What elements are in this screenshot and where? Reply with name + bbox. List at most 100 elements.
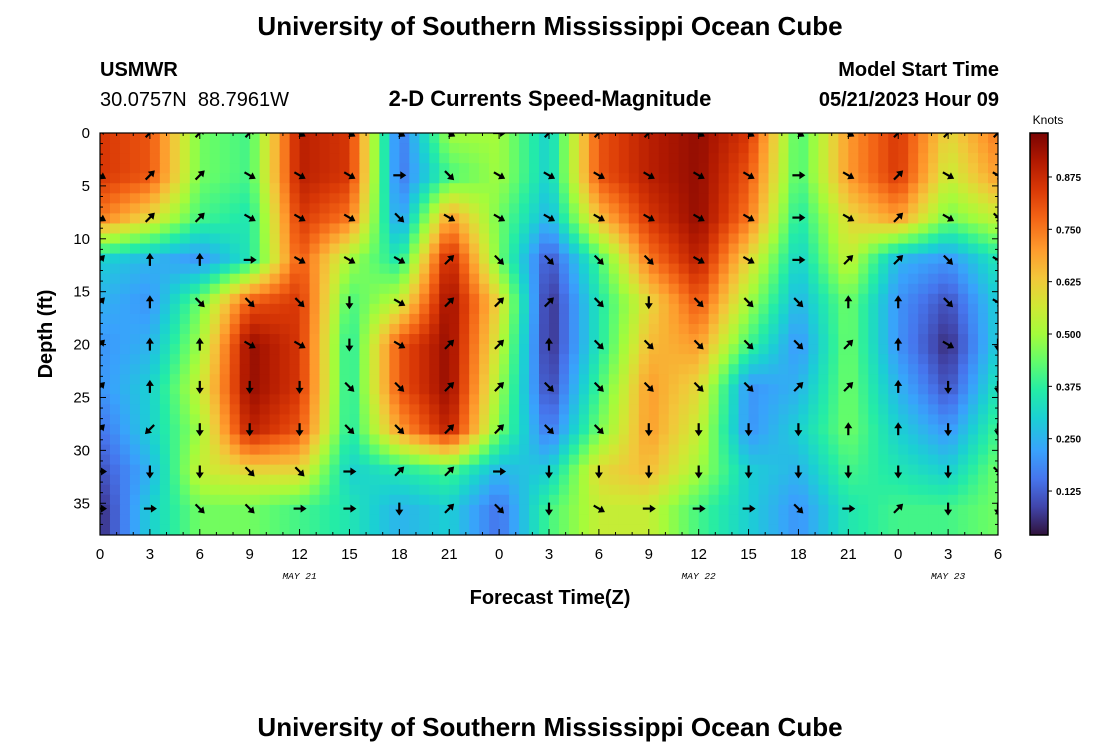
heatmap-cell bbox=[229, 233, 241, 245]
heatmap-cell bbox=[259, 223, 271, 235]
heatmap-cell bbox=[698, 253, 710, 265]
heatmap-cell bbox=[399, 514, 410, 526]
heatmap-cell bbox=[399, 424, 410, 436]
heatmap-cell bbox=[119, 474, 131, 486]
heatmap-cell bbox=[608, 313, 620, 325]
heatmap-cell bbox=[628, 213, 640, 225]
heatmap-cell bbox=[439, 213, 450, 225]
heatmap-cell bbox=[339, 384, 351, 395]
heatmap-cell bbox=[788, 494, 800, 506]
heatmap-cell bbox=[758, 183, 770, 194]
heatmap-cell bbox=[658, 504, 670, 516]
current-arrow bbox=[692, 255, 705, 264]
heatmap-cell bbox=[908, 454, 919, 466]
heatmap-cell bbox=[768, 253, 780, 265]
heatmap-cell bbox=[968, 183, 979, 194]
heatmap-cell bbox=[638, 233, 650, 245]
heatmap-cell bbox=[139, 484, 151, 496]
heatmap-cell bbox=[748, 414, 760, 426]
heatmap-cell bbox=[279, 213, 291, 225]
heatmap-cell bbox=[329, 213, 341, 225]
current-arrow bbox=[245, 380, 254, 394]
heatmap-cell bbox=[588, 213, 600, 225]
heatmap-cell bbox=[549, 203, 560, 214]
chart-title: 2-D Currents Speed-Magnitude bbox=[389, 86, 712, 111]
heatmap-cell bbox=[758, 434, 770, 446]
heatmap-cell bbox=[638, 384, 650, 395]
heatmap-cell bbox=[568, 474, 580, 486]
heatmap-cell bbox=[479, 494, 490, 506]
heatmap-cell bbox=[768, 183, 780, 194]
current-arrow bbox=[844, 422, 853, 436]
heatmap-cell bbox=[449, 293, 460, 305]
heatmap-cell bbox=[988, 424, 998, 436]
heatmap-cell bbox=[868, 213, 879, 225]
heatmap-cell bbox=[968, 263, 979, 275]
heatmap-cell bbox=[189, 193, 201, 204]
heatmap-cell bbox=[129, 514, 141, 526]
current-arrow bbox=[742, 171, 755, 180]
heatmap-cell bbox=[718, 434, 730, 446]
heatmap-cell bbox=[249, 374, 261, 385]
heatmap-cell bbox=[808, 384, 819, 395]
heatmap-cell bbox=[429, 303, 440, 315]
heatmap-cell bbox=[828, 153, 839, 164]
heatmap-cell bbox=[728, 173, 740, 184]
heatmap-cell bbox=[549, 394, 560, 405]
heatmap-cell bbox=[539, 374, 550, 385]
heatmap-cell bbox=[718, 263, 730, 275]
heatmap-cell bbox=[309, 424, 321, 436]
heatmap-cell bbox=[918, 364, 929, 375]
heatmap-cell bbox=[529, 323, 540, 335]
heatmap-cell bbox=[429, 213, 440, 225]
heatmap-cell bbox=[618, 384, 630, 395]
heatmap-cell bbox=[159, 514, 171, 526]
heatmap-cell bbox=[149, 273, 161, 285]
heatmap-cell bbox=[578, 263, 590, 275]
heatmap-cell bbox=[219, 213, 231, 225]
heatmap-cell bbox=[109, 213, 121, 225]
heatmap-cell bbox=[728, 313, 740, 325]
current-arrow bbox=[894, 465, 903, 479]
heatmap-cell bbox=[219, 313, 231, 325]
heatmap-cell bbox=[159, 424, 171, 436]
heatmap-cell bbox=[818, 354, 829, 365]
heatmap-cell bbox=[568, 414, 580, 426]
heatmap-cell bbox=[369, 243, 380, 255]
heatmap-cell bbox=[509, 183, 520, 194]
heatmap-cell bbox=[728, 364, 740, 375]
heatmap-cell bbox=[419, 273, 430, 285]
heatmap-cell bbox=[129, 384, 141, 395]
heatmap-cell bbox=[788, 434, 800, 446]
heatmap-cell bbox=[329, 344, 341, 355]
heatmap-cell bbox=[858, 193, 869, 204]
heatmap-cell bbox=[888, 323, 899, 335]
heatmap-cell bbox=[499, 384, 510, 395]
heatmap-cell bbox=[149, 354, 161, 365]
heatmap-cell bbox=[199, 414, 211, 426]
heatmap-cell bbox=[598, 384, 610, 395]
model-start-value: 05/21/2023 Hour 09 bbox=[819, 89, 999, 111]
heatmap-cell bbox=[938, 133, 949, 144]
heatmap-cell bbox=[978, 173, 989, 184]
heatmap-cell bbox=[678, 183, 690, 194]
heatmap-cell bbox=[389, 213, 400, 225]
heatmap-cell bbox=[439, 163, 450, 174]
heatmap-cell bbox=[568, 143, 580, 154]
heatmap-cell bbox=[628, 494, 640, 506]
heatmap-cell bbox=[519, 143, 530, 154]
heatmap-cell bbox=[628, 143, 640, 154]
heatmap-cell bbox=[758, 364, 770, 375]
heatmap-cell bbox=[100, 364, 111, 375]
heatmap-cell bbox=[838, 173, 849, 184]
heatmap-cell bbox=[519, 133, 530, 144]
current-arrow bbox=[843, 381, 854, 392]
heatmap-cell bbox=[159, 213, 171, 225]
heatmap-cell bbox=[688, 173, 700, 184]
heatmap-cell bbox=[798, 474, 810, 486]
heatmap-cell bbox=[698, 344, 710, 355]
heatmap-cell bbox=[319, 354, 331, 365]
heatmap-cell bbox=[479, 243, 490, 255]
heatmap-cell bbox=[838, 434, 849, 446]
heatmap-cell bbox=[399, 283, 410, 295]
